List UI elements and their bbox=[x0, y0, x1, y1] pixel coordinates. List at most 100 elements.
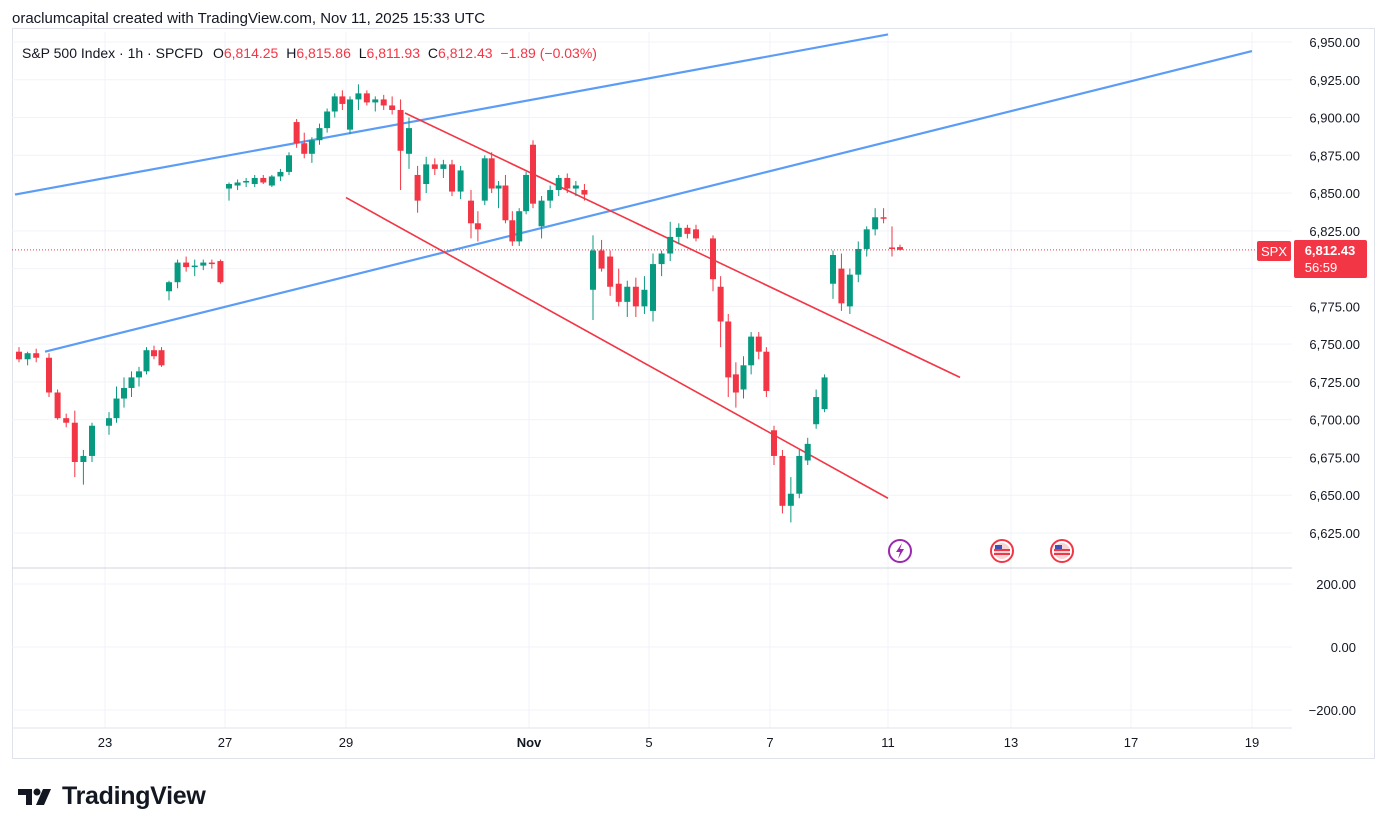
time-tick-label: 19 bbox=[1245, 735, 1259, 750]
candle-body bbox=[243, 180, 250, 183]
close-label: C bbox=[427, 45, 439, 61]
candle bbox=[286, 152, 292, 175]
ticker-badge-bg bbox=[1257, 241, 1291, 261]
candle-body bbox=[581, 190, 588, 195]
indicator-axis[interactable]: 200.00 0.00 −200.00 bbox=[1309, 577, 1356, 718]
candle bbox=[748, 332, 755, 375]
candle bbox=[293, 119, 300, 148]
time-axis[interactable]: 23 27 29 Nov 5 7 11 13 17 19 bbox=[12, 727, 1292, 750]
us-flag-icon[interactable] bbox=[990, 539, 1014, 563]
candle-body bbox=[113, 398, 120, 419]
candle-body bbox=[564, 177, 571, 189]
candle bbox=[389, 96, 396, 115]
candle-body bbox=[481, 158, 488, 201]
time-tick-label: 7 bbox=[766, 735, 773, 750]
candle-body bbox=[538, 200, 545, 227]
candle bbox=[397, 99, 404, 191]
candle-body bbox=[590, 250, 596, 290]
candle bbox=[200, 259, 207, 271]
candle-body bbox=[363, 93, 370, 103]
candle bbox=[234, 179, 241, 191]
candle bbox=[555, 174, 562, 197]
candle bbox=[710, 235, 716, 292]
candle-body bbox=[495, 185, 502, 189]
candle bbox=[732, 362, 739, 408]
price-tick-label: 6,700.00 bbox=[1309, 413, 1360, 428]
candle bbox=[158, 347, 165, 367]
candle-body bbox=[855, 248, 862, 275]
candle-body bbox=[693, 229, 699, 239]
candle bbox=[24, 351, 31, 366]
candle-body bbox=[226, 184, 232, 189]
candle-body bbox=[863, 229, 870, 249]
candle bbox=[516, 208, 523, 246]
candle bbox=[80, 449, 87, 485]
candle-body bbox=[502, 185, 509, 221]
candle bbox=[339, 90, 346, 110]
candle bbox=[547, 185, 554, 209]
candle-body bbox=[63, 418, 70, 423]
candle-body bbox=[372, 99, 379, 103]
last-price-label: 6,812.43 bbox=[1305, 243, 1356, 258]
trend-line[interactable] bbox=[44, 49, 1253, 353]
time-tick-label: 17 bbox=[1124, 735, 1138, 750]
candle-body bbox=[286, 155, 292, 172]
candle bbox=[143, 347, 150, 375]
candle bbox=[675, 223, 682, 245]
symbol-label[interactable]: S&P 500 Index · 1h · SPCFD bbox=[22, 45, 204, 61]
candle bbox=[217, 259, 224, 284]
candle-body bbox=[158, 350, 165, 366]
candle-body bbox=[684, 227, 691, 234]
low-value: 6,811.93 bbox=[366, 45, 421, 61]
candle bbox=[598, 239, 605, 272]
candle-body bbox=[821, 377, 828, 410]
candle-body bbox=[763, 351, 770, 391]
candle-body bbox=[200, 262, 207, 266]
event-markers[interactable] bbox=[888, 539, 1074, 563]
price-tick-label: 6,825.00 bbox=[1309, 224, 1360, 239]
candle-body bbox=[796, 455, 803, 494]
time-tick-label: 5 bbox=[645, 735, 652, 750]
candle-body bbox=[136, 371, 142, 378]
candle-body bbox=[143, 350, 150, 372]
candle bbox=[658, 250, 665, 277]
chart-attribution: oraclumcapital created with TradingView.… bbox=[12, 10, 486, 27]
trend-line[interactable] bbox=[14, 33, 889, 196]
candle-body bbox=[339, 96, 346, 104]
trend-channels bbox=[14, 33, 1253, 499]
candle bbox=[632, 277, 639, 317]
candle-body bbox=[880, 217, 887, 219]
us-flag-icon[interactable] bbox=[1050, 539, 1074, 563]
open-label: O bbox=[212, 45, 224, 61]
candle-body bbox=[128, 377, 135, 388]
candle-body bbox=[838, 268, 845, 304]
candle bbox=[277, 168, 284, 181]
candle-body bbox=[488, 158, 495, 189]
candle bbox=[889, 226, 895, 257]
price-axis[interactable]: 6,625.00 6,650.00 6,675.00 6,700.00 6,725.00… bbox=[1309, 35, 1360, 541]
trend-line[interactable] bbox=[345, 196, 889, 499]
tradingview-logo[interactable]: TradingView bbox=[16, 782, 206, 811]
candle bbox=[54, 389, 61, 420]
candle-body bbox=[755, 336, 762, 352]
candle-body bbox=[183, 262, 190, 268]
candle bbox=[128, 371, 135, 398]
candle-body bbox=[787, 493, 794, 506]
candle bbox=[121, 377, 127, 408]
candle bbox=[474, 211, 481, 242]
price-tick-label: 6,625.00 bbox=[1309, 526, 1360, 541]
price-tick-label: 6,925.00 bbox=[1309, 73, 1360, 88]
high-value: 6,815.86 bbox=[296, 45, 351, 61]
candle-body bbox=[423, 164, 430, 185]
candle-body bbox=[509, 220, 516, 242]
price-tick-label: 6,725.00 bbox=[1309, 375, 1360, 390]
earnings-icon[interactable] bbox=[888, 539, 912, 563]
trend-line[interactable] bbox=[404, 112, 961, 379]
candle bbox=[572, 180, 579, 197]
candle bbox=[363, 90, 370, 106]
candle bbox=[787, 477, 794, 523]
candle-body bbox=[813, 397, 820, 425]
candle bbox=[113, 386, 120, 423]
time-tick-label: 13 bbox=[1004, 735, 1018, 750]
